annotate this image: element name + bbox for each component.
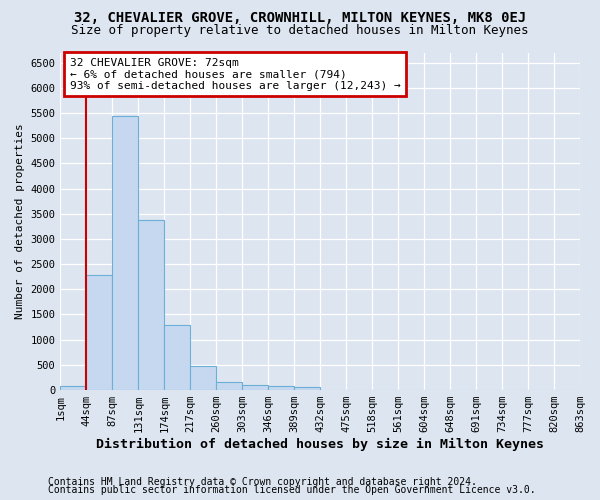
- X-axis label: Distribution of detached houses by size in Milton Keynes: Distribution of detached houses by size …: [96, 438, 544, 451]
- Text: 32, CHEVALIER GROVE, CROWNHILL, MILTON KEYNES, MK8 0EJ: 32, CHEVALIER GROVE, CROWNHILL, MILTON K…: [74, 11, 526, 25]
- Bar: [216, 382, 242, 390]
- Bar: [61, 386, 86, 390]
- Text: Contains HM Land Registry data © Crown copyright and database right 2024.: Contains HM Land Registry data © Crown c…: [48, 477, 477, 487]
- Bar: [268, 386, 294, 390]
- Bar: [164, 325, 190, 390]
- Bar: [242, 386, 268, 390]
- Y-axis label: Number of detached properties: Number of detached properties: [15, 124, 25, 319]
- Bar: [86, 276, 112, 390]
- Text: Size of property relative to detached houses in Milton Keynes: Size of property relative to detached ho…: [71, 24, 529, 37]
- Text: Contains public sector information licensed under the Open Government Licence v3: Contains public sector information licen…: [48, 485, 536, 495]
- Bar: [294, 387, 320, 390]
- Bar: [112, 116, 139, 390]
- Text: 32 CHEVALIER GROVE: 72sqm
← 6% of detached houses are smaller (794)
93% of semi-: 32 CHEVALIER GROVE: 72sqm ← 6% of detach…: [70, 58, 400, 90]
- Bar: [190, 366, 216, 390]
- Bar: [139, 220, 164, 390]
